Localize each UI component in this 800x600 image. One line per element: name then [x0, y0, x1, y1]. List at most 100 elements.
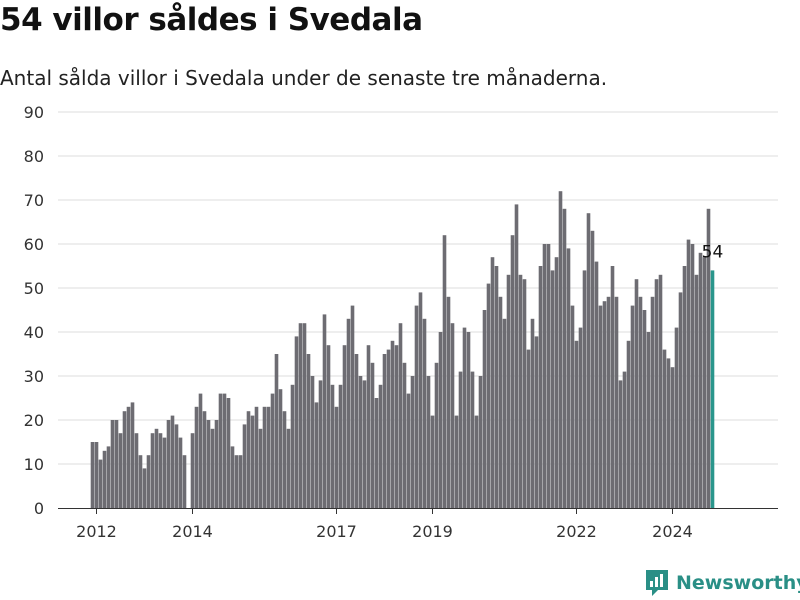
x-tick-label: 2017 — [316, 522, 357, 541]
bar — [306, 354, 311, 508]
newsworthy-logo-icon — [646, 570, 668, 596]
bar — [142, 468, 147, 508]
bar — [474, 415, 479, 508]
bar — [174, 424, 179, 508]
bar — [226, 398, 231, 508]
bar — [706, 208, 711, 509]
bar — [578, 327, 583, 508]
bar — [514, 204, 519, 508]
chart-subtitle: Antal sålda villor i Svedala under de se… — [0, 66, 608, 90]
bar — [430, 415, 435, 508]
bar — [318, 380, 323, 508]
bar — [366, 345, 371, 508]
bar — [550, 270, 555, 508]
bar — [666, 358, 671, 508]
bar — [602, 301, 607, 508]
bar — [162, 437, 167, 508]
bar — [390, 340, 395, 508]
bar — [646, 332, 651, 508]
bar — [642, 310, 647, 508]
x-tick-label: 2022 — [556, 522, 597, 541]
bar — [386, 349, 391, 508]
bar — [242, 424, 247, 508]
bar — [362, 380, 367, 508]
bar — [234, 455, 239, 508]
bar — [414, 305, 419, 508]
bar — [326, 345, 331, 508]
bar — [330, 384, 335, 508]
bar — [538, 266, 543, 508]
bar — [610, 266, 615, 508]
bars — [90, 191, 715, 509]
bar — [314, 402, 319, 508]
bar — [258, 428, 263, 508]
bar — [518, 274, 523, 508]
bar — [246, 411, 251, 508]
bar — [534, 336, 539, 508]
y-tick-label: 0 — [34, 499, 44, 518]
bar — [670, 367, 675, 508]
bar — [310, 376, 315, 508]
bar — [274, 354, 279, 508]
bar — [598, 305, 603, 508]
bar — [566, 248, 571, 508]
bar — [678, 292, 683, 508]
bar — [358, 376, 363, 508]
bar — [542, 244, 547, 508]
bar — [626, 340, 631, 508]
bar — [354, 354, 359, 508]
bar — [202, 411, 207, 508]
bar — [110, 420, 115, 508]
bar — [230, 446, 235, 508]
y-tick-label: 70 — [24, 191, 44, 210]
bar — [546, 244, 551, 508]
bar — [262, 406, 267, 508]
axes: 0 10 20 30 40 50 60 70 80 90 2012 2014 2017 2019 2022 2… — [24, 103, 778, 541]
bar — [570, 305, 575, 508]
bar — [618, 380, 623, 508]
bar — [402, 362, 407, 508]
bar — [614, 296, 619, 508]
bar — [422, 318, 427, 508]
bar — [214, 420, 219, 508]
bar — [90, 442, 95, 508]
bar — [302, 323, 307, 508]
bar — [606, 296, 611, 508]
bar — [478, 376, 483, 508]
bar — [526, 349, 531, 508]
bar — [498, 296, 503, 508]
bar — [446, 296, 451, 508]
bar — [702, 257, 707, 508]
bar — [438, 332, 443, 508]
bar — [590, 230, 595, 509]
x-tick-label: 2024 — [652, 522, 693, 541]
bar — [198, 393, 203, 508]
chart-title: 54 villor såldes i Svedala — [0, 2, 423, 38]
bar — [114, 420, 119, 508]
bar — [586, 213, 591, 508]
bar — [494, 266, 499, 508]
bar — [286, 428, 291, 508]
bar — [462, 327, 467, 508]
y-tick-label: 80 — [24, 147, 44, 166]
bar — [502, 318, 507, 508]
bar — [690, 244, 695, 508]
y-tick-label: 20 — [24, 411, 44, 430]
bar — [254, 406, 259, 508]
bar — [118, 433, 123, 508]
bar — [470, 371, 475, 508]
bar — [338, 384, 343, 508]
bar — [682, 266, 687, 508]
bar — [382, 354, 387, 508]
bar — [206, 420, 211, 508]
bar — [482, 310, 487, 508]
bar — [458, 371, 463, 508]
bar — [154, 428, 159, 508]
bar — [450, 323, 455, 508]
bar — [190, 433, 195, 508]
bar — [182, 455, 187, 508]
bar — [638, 296, 643, 508]
bar — [146, 455, 151, 508]
bar — [250, 415, 255, 508]
